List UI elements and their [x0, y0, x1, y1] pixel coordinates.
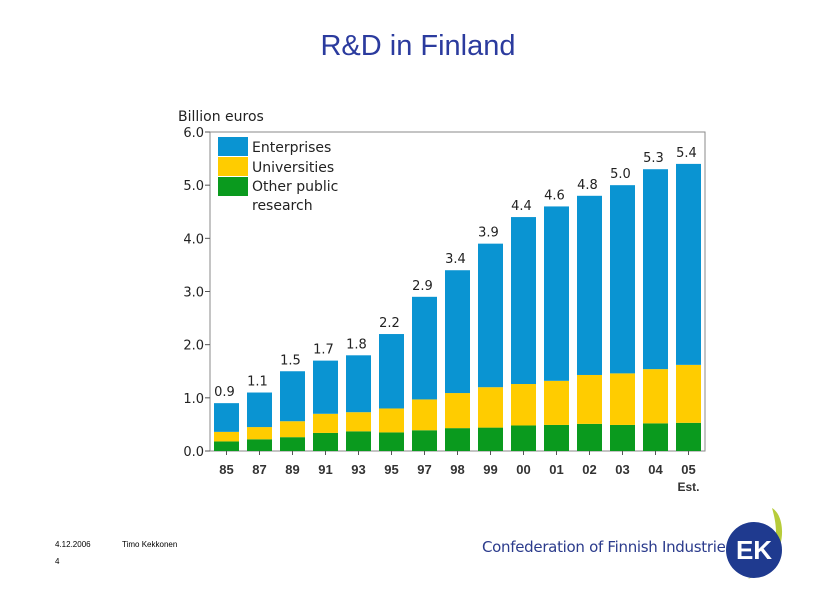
x-tick-label: 99	[483, 462, 497, 477]
bar-segment	[511, 384, 536, 426]
bar-segment	[577, 195, 602, 375]
x-tick-label: 01	[549, 462, 563, 477]
bar-segment	[478, 387, 503, 428]
bar-segment	[214, 431, 239, 442]
x-tick-label: 85	[219, 462, 233, 477]
bar-segment	[577, 374, 602, 424]
x-tick-label: 98	[450, 462, 464, 477]
x-tick-label: 95	[384, 462, 398, 477]
y-tick-label: 1.0	[183, 392, 204, 407]
bar-segment	[676, 364, 701, 423]
bar-segment	[214, 403, 239, 432]
bar-segment	[610, 373, 635, 425]
logo-circle	[726, 522, 782, 578]
bar-total-label: 1.1	[247, 375, 268, 390]
x-tick-label: 89	[285, 462, 299, 477]
x-note-label: Est.	[677, 480, 699, 494]
bar-total-label: 3.4	[445, 252, 466, 267]
logo-text: EK	[736, 535, 772, 565]
bar-segment	[610, 424, 635, 451]
footer-author: Timo Kekkonen	[122, 540, 178, 549]
bar-segment	[313, 360, 338, 414]
bar-segment	[445, 393, 470, 429]
bar-segment	[412, 296, 437, 400]
bar-total-label: 1.7	[313, 343, 334, 358]
bar-segment	[412, 399, 437, 431]
x-tick-label: 04	[648, 462, 663, 477]
legend-swatch	[218, 137, 248, 156]
bar-segment	[511, 425, 536, 451]
bar-segment	[643, 423, 668, 451]
bar-segment	[214, 441, 239, 451]
bar-segment	[412, 430, 437, 451]
legend-swatch	[218, 177, 248, 196]
bar-total-label: 0.9	[214, 385, 235, 400]
y-tick-label: 0.0	[183, 445, 204, 460]
ek-logo: EK	[726, 508, 783, 579]
footer-date: 4.12.2006	[55, 540, 91, 549]
organization-name: Confederation of Finnish Industries	[482, 538, 734, 556]
bar-segment	[511, 217, 536, 385]
bar-segment	[445, 428, 470, 451]
page-number: 4	[55, 557, 60, 566]
x-tick-label: 05	[681, 462, 695, 477]
legend-label: Other public research	[252, 179, 338, 214]
x-tick-label: 02	[582, 462, 596, 477]
bar-total-label: 5.0	[610, 167, 631, 182]
bar-segment	[544, 424, 569, 451]
bar-segment	[676, 163, 701, 365]
y-tick-label: 2.0	[183, 339, 204, 354]
x-tick-label: 91	[318, 462, 332, 477]
bar-segment	[643, 169, 668, 370]
bar-segment	[643, 369, 668, 424]
bar-segment	[247, 427, 272, 440]
bar-total-label: 5.3	[643, 151, 664, 166]
bar-segment	[280, 371, 305, 422]
slide-title: R&D in Finland	[320, 30, 516, 62]
bar-segment	[313, 432, 338, 451]
x-tick-label: 00	[516, 462, 530, 477]
bar-segment	[346, 355, 371, 413]
bar-segment	[346, 431, 371, 451]
y-tick-label: 5.0	[183, 179, 204, 194]
bar-total-label: 2.9	[412, 279, 433, 294]
bar-segment	[313, 413, 338, 433]
bar-segment	[445, 270, 470, 394]
bar-segment	[379, 334, 404, 409]
bar-segment	[478, 427, 503, 451]
bar-total-label: 3.9	[478, 226, 499, 241]
bar-segment	[544, 380, 569, 425]
legend-swatch	[218, 157, 248, 176]
bar-segment	[346, 412, 371, 432]
bar-total-label: 2.2	[379, 316, 400, 331]
y-tick-label: 3.0	[183, 286, 204, 301]
bar-segment	[379, 432, 404, 451]
bar-segment	[379, 408, 404, 433]
bar-segment	[676, 422, 701, 451]
legend-label: Enterprises	[252, 140, 331, 156]
x-tick-label: 93	[351, 462, 365, 477]
bar-total-label: 4.8	[577, 178, 598, 193]
bar-total-label: 4.4	[511, 199, 532, 214]
bar-segment	[577, 423, 602, 451]
bar-total-label: 5.4	[676, 146, 697, 161]
legend-label: Universities	[252, 160, 334, 176]
y-tick-label: 6.0	[183, 126, 204, 141]
bar-segment	[478, 243, 503, 388]
x-tick-label: 03	[615, 462, 629, 477]
bar-total-label: 1.5	[280, 353, 301, 368]
bar-total-label: 1.8	[346, 337, 367, 352]
y-axis-label: Billion euros	[178, 109, 264, 125]
x-tick-label: 97	[417, 462, 431, 477]
bar-segment	[247, 392, 272, 428]
bar-segment	[280, 437, 305, 451]
bar-segment	[610, 185, 635, 374]
bar-segment	[544, 206, 569, 381]
x-tick-label: 87	[252, 462, 266, 477]
y-tick-label: 4.0	[183, 232, 204, 247]
bar-segment	[280, 421, 305, 438]
bar-total-label: 4.6	[544, 188, 565, 203]
bar-segment	[247, 439, 272, 451]
